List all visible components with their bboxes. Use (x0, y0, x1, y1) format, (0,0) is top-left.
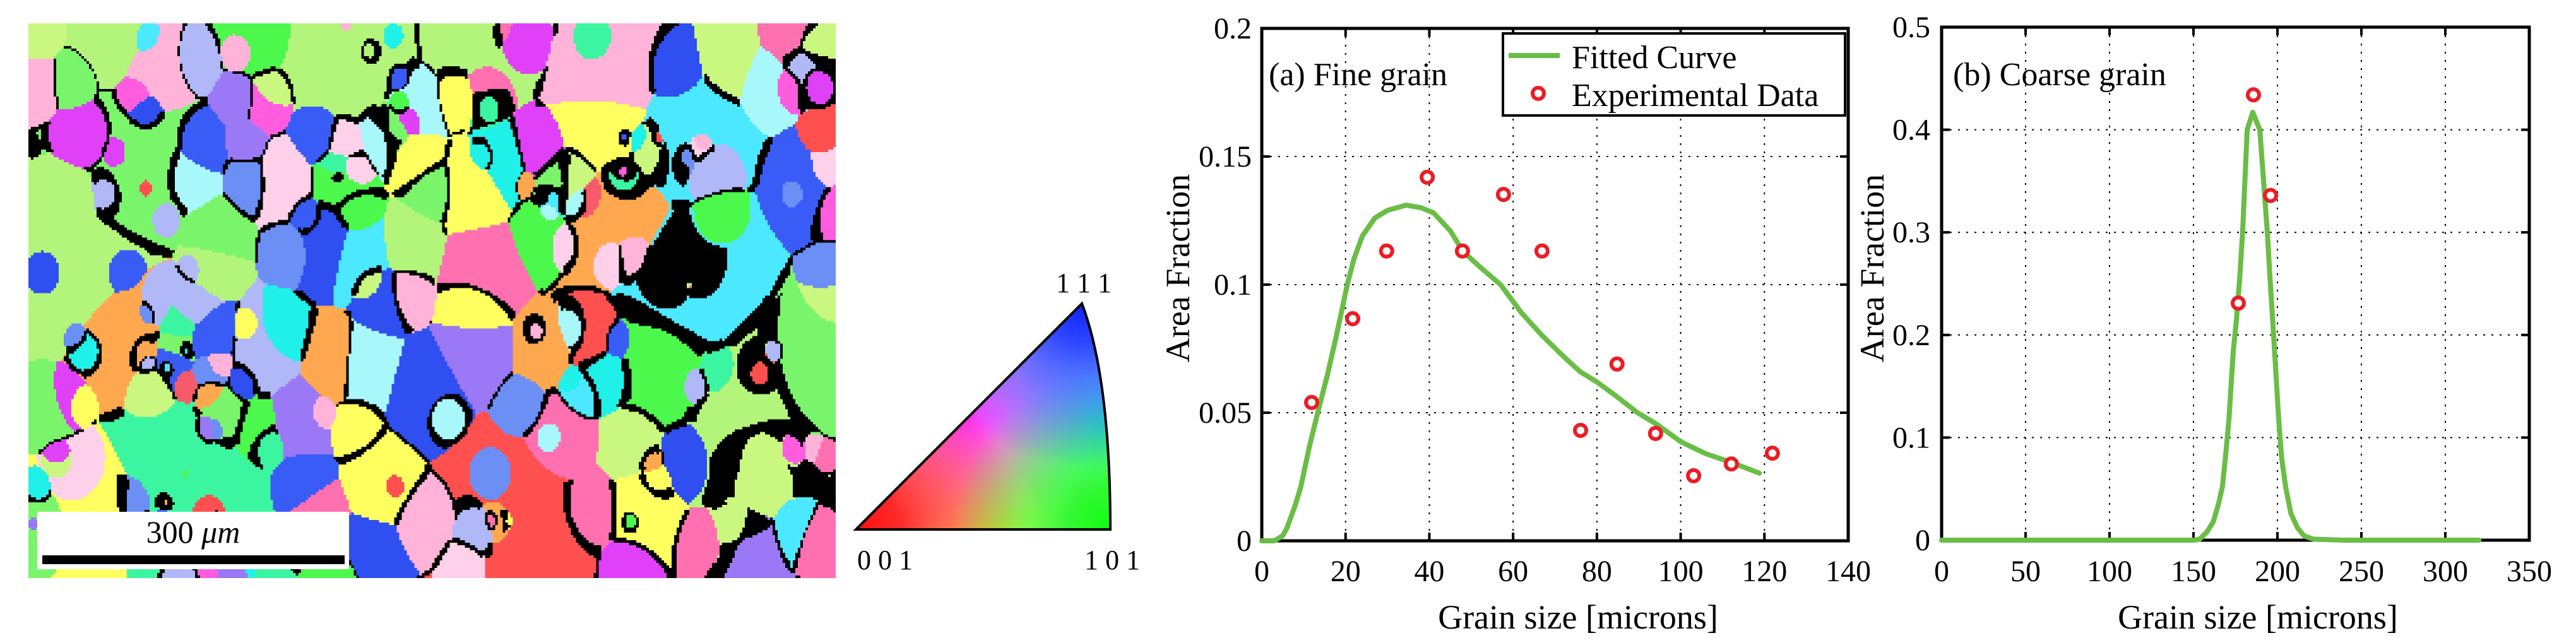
experimental-data-point (1420, 169, 1435, 185)
y-tick-label: 0.2 (1892, 319, 1930, 352)
y-tick-label: 0.4 (1892, 114, 1930, 147)
experimental-data-point (1686, 468, 1702, 483)
legend: Fitted Curve Experimental Data (1502, 32, 1846, 117)
x-tick-label: 140 (1825, 555, 1871, 588)
x-tick-label: 200 (2255, 555, 2300, 588)
ipf-label-101: 1 0 1 (1084, 545, 1140, 576)
legend-box (1502, 32, 1846, 117)
ebsd-grain-image (28, 23, 836, 578)
y-tick-label: 0.2 (1214, 12, 1252, 45)
ipf-triangle-outline (853, 301, 1112, 531)
experimental-data-point (1345, 311, 1360, 326)
chart-coarse-grain: 0 50 100 150 200 250 300 350 0 0.1 0.2 0.3 0.4 0.5 (b… (1853, 11, 2552, 636)
x-tick-label: 100 (1658, 555, 1704, 588)
scale-bar-label: 300 μm (37, 516, 349, 548)
y-tick-label: 0.3 (1892, 216, 1930, 249)
scale-bar-value: 300 (146, 514, 194, 550)
y-tick-label: 0.15 (1199, 140, 1252, 174)
ipf-color-key: 1 1 1 0 0 1 1 0 1 (853, 268, 1140, 576)
legend-marker-swatch (1531, 86, 1546, 101)
legend-entry-fitted-curve: Fitted Curve (1572, 40, 1736, 76)
x-tick-label: 150 (2171, 555, 2216, 588)
experimental-data-point (2246, 87, 2261, 103)
experimental-data-point (1609, 356, 1625, 372)
scale-bar-unit: μm (201, 514, 240, 550)
ipf-label-001: 0 0 1 (857, 545, 913, 576)
x-tick-label: 120 (1742, 555, 1787, 588)
experimental-data-point (2263, 187, 2279, 203)
fitted-curve-line (1939, 110, 2482, 543)
experimental-data-point (1454, 243, 1470, 259)
y-tick-label: 0.1 (1214, 268, 1252, 302)
experimental-data-point (1304, 394, 1319, 410)
axes-box (1940, 25, 2531, 542)
y-tick-label: 0.5 (1892, 11, 1930, 44)
legend-entry-experimental-data: Experimental Data (1572, 78, 1819, 114)
x-tick-label: 100 (2087, 555, 2132, 588)
x-tick-label: 40 (1414, 555, 1444, 588)
y-tick-label: 0.05 (1199, 396, 1252, 430)
experimental-data-point (2231, 295, 2246, 311)
x-axis-label: Grain size [microns] (2118, 598, 2398, 636)
experimental-data-point (1647, 425, 1663, 441)
x-tick-label: 50 (2010, 555, 2041, 588)
scale-bar (42, 555, 345, 564)
x-axis-label: Grain size [microns] (1438, 598, 1718, 636)
experimental-data-point (1534, 243, 1550, 259)
tick-labels: 0 20 40 60 80 100 120 140 0 0.05 0.1 0.15 0.2 (1199, 12, 1871, 588)
axes-box (1260, 27, 1850, 543)
panel-label: (a) Fine grain (1269, 57, 1447, 93)
x-tick-label: 300 (2423, 555, 2468, 588)
experimental-data-point (1573, 423, 1588, 438)
y-axis-label: Area Fraction (1853, 174, 1891, 362)
experimental-data-point (1764, 446, 1780, 461)
plot-series (1259, 169, 1780, 543)
x-tick-label: 20 (1331, 555, 1361, 588)
y-tick-label: 0 (1915, 524, 1930, 557)
x-tick-label: 60 (1498, 555, 1528, 588)
axes-frame (1940, 25, 2531, 542)
experimental-data-point (1379, 243, 1394, 259)
experimental-data-point (1723, 456, 1739, 472)
chart-fine-grain: 0 20 40 60 80 100 120 140 0 0.05 0.1 0.15 0.2 (a) Fi… (1159, 12, 1871, 636)
experimental-data-point (1495, 187, 1511, 203)
ebsd-orientation-map: 300 μm (28, 23, 836, 578)
scale-bar-box: 300 μm (37, 512, 349, 569)
x-tick-label: 350 (2507, 555, 2552, 588)
y-tick-label: 0 (1237, 524, 1252, 558)
x-tick-label: 0 (1254, 555, 1269, 588)
y-axis-label: Area Fraction (1159, 174, 1197, 362)
panel-label: (b) Coarse grain (1953, 57, 2166, 93)
fitted-curve-line (1259, 203, 1762, 543)
tick-labels: 0 50 100 150 200 250 300 350 0 0.1 0.2 0.3 0.4 0.5 (1892, 11, 2552, 588)
x-tick-label: 0 (1934, 555, 1949, 588)
y-tick-label: 0.1 (1892, 421, 1930, 454)
grid-lines (1942, 27, 2529, 540)
ipf-label-111: 1 1 1 (1056, 268, 1112, 298)
x-tick-label: 80 (1582, 555, 1612, 588)
plot-series (1939, 87, 2482, 543)
x-tick-label: 250 (2339, 555, 2384, 588)
